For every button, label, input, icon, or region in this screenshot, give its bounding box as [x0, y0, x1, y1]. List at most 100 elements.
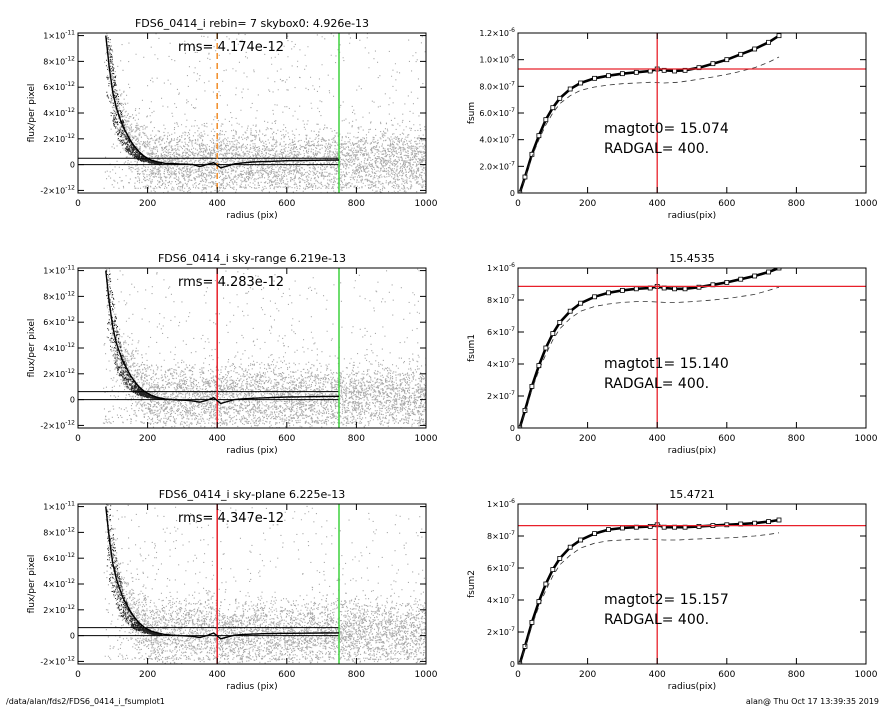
fsum-point: [724, 57, 730, 63]
fsum-point: [696, 284, 702, 290]
fsum-point: [550, 105, 556, 111]
fsum-point: [543, 345, 549, 351]
fsum-point: [710, 61, 716, 67]
fsum-point: [738, 276, 744, 282]
x-tick-label: 1000: [415, 434, 438, 444]
x-tick-label: 0: [75, 199, 81, 209]
x-axis-label: radius(pix): [668, 446, 716, 456]
magtot-annotation: magtot2= 15.157: [604, 592, 729, 608]
y-tick-label: 1×10-11: [43, 265, 75, 276]
fsum-point: [578, 300, 584, 306]
y-tick-label: 1×10-11: [43, 501, 75, 512]
panel-title: 15.4535: [669, 252, 715, 265]
x-tick-label: 400: [649, 670, 666, 680]
panel-flux-profile-1: rms= 4.174e-12 0 200 400 600 800 1000 1×10-11 8×…: [27, 17, 438, 221]
fsum-point: [620, 71, 625, 77]
rms-annotation: rms= 4.174e-12: [178, 40, 284, 55]
y-tick-label: -2×10-12: [40, 419, 75, 430]
y-tick-label: 4×10-12: [43, 578, 75, 589]
magtot-annotation: magtot1= 15.140: [604, 356, 729, 372]
y-tick-label: 8×10-7: [487, 530, 515, 541]
y-tick-label: 8.0×10-7: [479, 80, 515, 91]
sky-scatter-points: [103, 504, 426, 664]
fsum-point: [766, 519, 771, 524]
panel-title: FDS6_0414_i rebin= 7 skybox0: 4.926e-13: [135, 17, 369, 30]
fsum-point: [672, 286, 677, 292]
fsum-point: [550, 567, 556, 572]
x-tick-label: 800: [788, 670, 805, 680]
y-tick-label: 8×10-12: [43, 290, 75, 301]
x-tick-label: 200: [139, 670, 156, 680]
fsum-point: [606, 527, 611, 532]
y-tick-label: 6.0×10-7: [479, 107, 515, 118]
magtot-annotation: magtot0= 15.074: [604, 121, 729, 137]
x-tick-label: 0: [515, 670, 521, 680]
x-tick-label: 200: [139, 434, 156, 444]
x-tick-label: 0: [515, 434, 521, 444]
y-tick-label: 2×10-7: [487, 626, 515, 637]
fsum-point: [776, 268, 782, 271]
footer-timestamp: alan@ Thu Oct 17 13:39:35 2019: [745, 697, 879, 706]
plot-area: [78, 504, 426, 664]
y-tick-label: 1.0×10-6: [479, 54, 515, 65]
panel-flux-profile-2: rms= 4.283e-12 0 200 400 600 800 1000 1×10-11 8×…: [27, 252, 438, 456]
x-tick-label: 400: [649, 434, 666, 444]
x-tick-label: 800: [788, 199, 805, 209]
x-tick-label: 600: [278, 199, 295, 209]
plot-area: [518, 268, 866, 428]
fsum-point: [682, 67, 688, 73]
y-tick-label: 6×10-12: [43, 316, 75, 327]
fsum-point: [567, 86, 573, 92]
fsum-point: [529, 151, 535, 157]
y-tick-label: 8×10-7: [487, 294, 515, 305]
radial-profile-line: [105, 270, 340, 405]
x-tick-label: 600: [718, 434, 735, 444]
x-tick-label: 1000: [415, 199, 438, 209]
y-tick-label: 0: [70, 161, 75, 170]
y-axis-label: flux/per pixel: [27, 319, 37, 378]
fsum-point: [620, 525, 625, 531]
x-tick-label: 600: [718, 670, 735, 680]
fsum-point: [633, 286, 639, 292]
fsum-point: [522, 174, 528, 180]
y-tick-label: 4×10-12: [43, 107, 75, 118]
x-axis-label: radius(pix): [668, 211, 716, 221]
y-axis-label: fsum1: [467, 334, 477, 362]
y-axis-label: flux/per pixel: [27, 84, 37, 143]
fsum-point: [522, 407, 528, 413]
panel-fsum-2: magtot1= 15.140 RADGAL= 400. 0 200 400 600 800…: [467, 252, 878, 456]
plot-frame: [517, 267, 867, 429]
fsum-point: [766, 39, 771, 45]
y-axis-label: flux/per pixel: [27, 555, 37, 614]
fsum-point: [696, 524, 702, 529]
fsum-point: [557, 556, 563, 561]
fsum-point: [752, 273, 758, 279]
y-tick-label: 0: [70, 396, 75, 405]
radial-profile-line: [105, 506, 340, 640]
fsum-point: [592, 294, 597, 300]
y-tick-label: 1×10-11: [43, 30, 75, 41]
fsum-point: [522, 644, 528, 649]
y-tick-label: 0: [510, 424, 515, 433]
plot-area: [78, 33, 426, 193]
y-tick-label: 8×10-12: [43, 55, 75, 66]
x-tick-label: 200: [579, 670, 596, 680]
radgal-annotation: RADGAL= 400.: [604, 141, 709, 157]
fsum-point: [567, 544, 573, 550]
plot-area: [518, 33, 866, 193]
rms-annotation: rms= 4.347e-12: [178, 511, 284, 526]
fsum-point: [696, 65, 702, 71]
fsum-point: [529, 383, 535, 389]
y-tick-label: 6×10-7: [487, 562, 515, 573]
fsum-point: [543, 581, 549, 587]
x-tick-label: 1000: [855, 199, 878, 209]
y-tick-label: 4.0×10-7: [479, 134, 515, 145]
y-tick-label: 2×10-12: [43, 368, 75, 379]
fsum-point: [752, 520, 758, 526]
x-tick-label: 1000: [855, 670, 878, 680]
fsum-point: [633, 69, 639, 75]
fsum-point: [543, 117, 549, 123]
y-axis-label: fsum2: [467, 570, 477, 598]
plot-frame: [517, 32, 867, 194]
